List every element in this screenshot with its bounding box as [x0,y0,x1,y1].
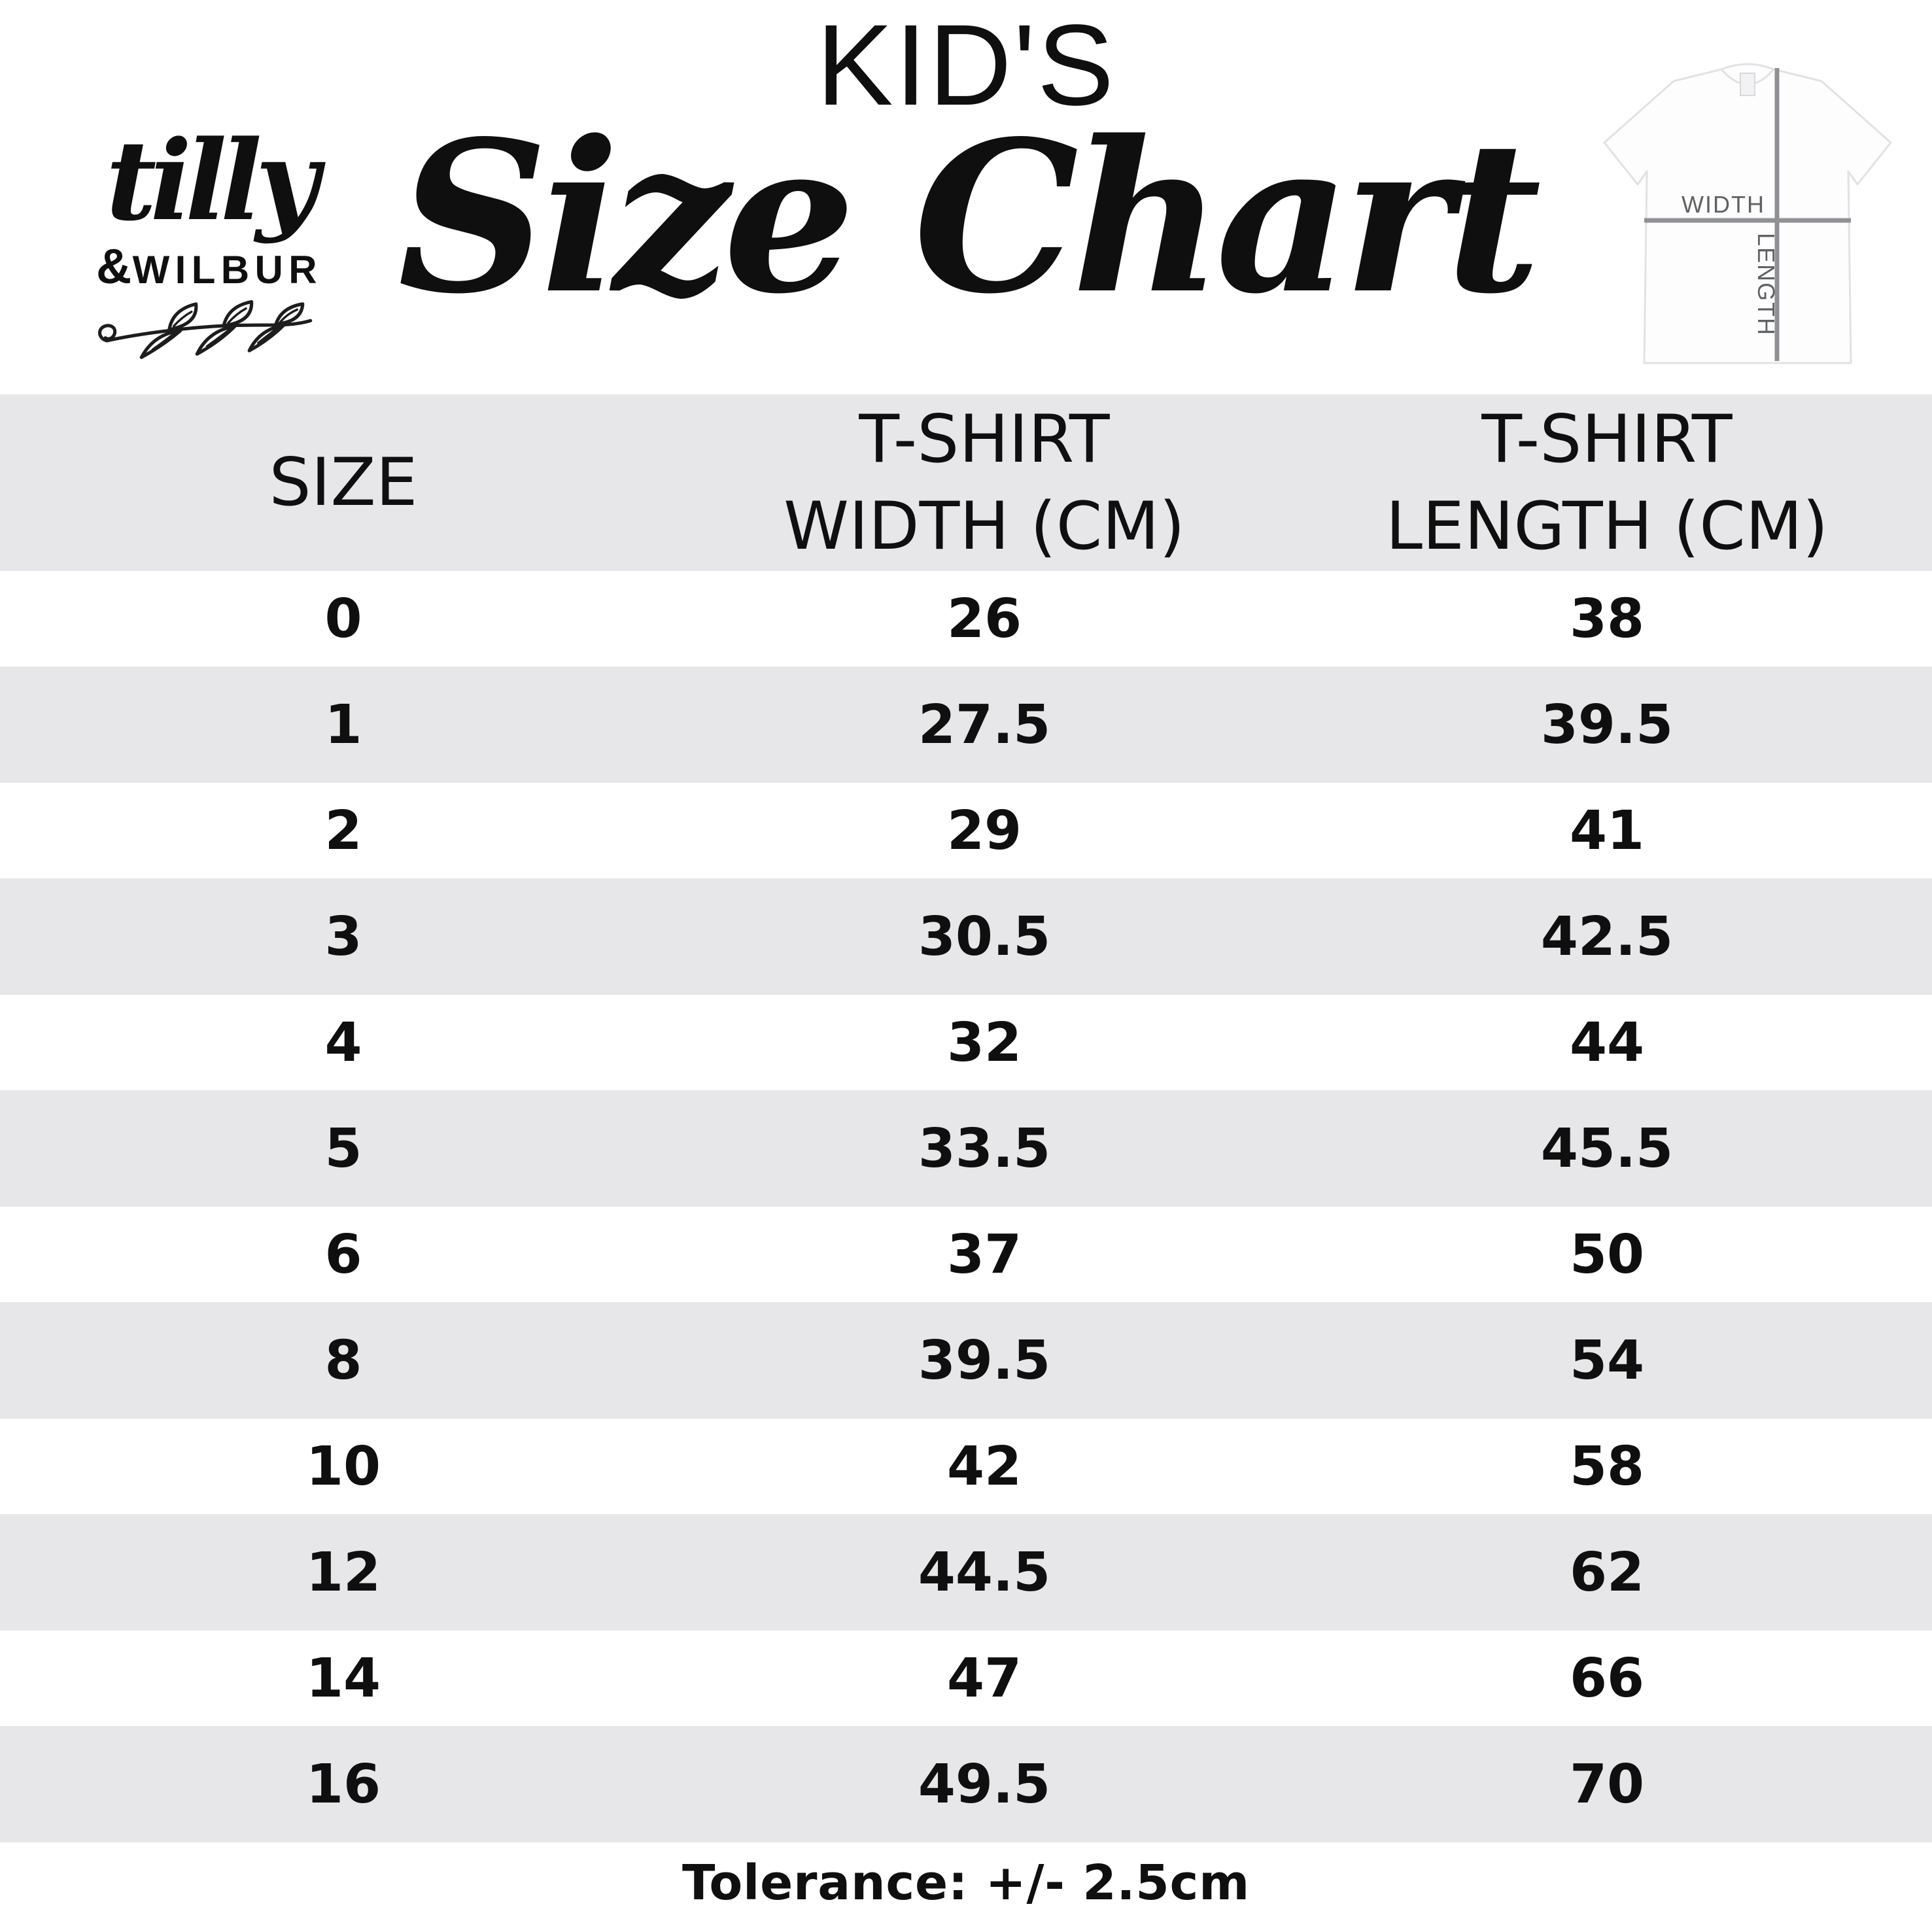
table-header-row: SIZE T-SHIRT WIDTH (CM) T-SHIRT LENGTH (… [0,394,1932,571]
size-cell: 1 [324,693,362,756]
length-cell: 45.5 [1540,1117,1674,1180]
column-header-width: T-SHIRT WIDTH (CM) [784,400,1185,564]
width-cell: 47 [946,1647,1022,1710]
size-cell: 12 [305,1541,381,1604]
table-row: 5 33.5 45.5 [0,1090,1932,1207]
size-cell: 16 [305,1753,381,1816]
width-cell: 29 [946,799,1022,862]
width-cell: 26 [946,587,1022,650]
size-cell: 5 [324,1117,362,1180]
width-cell: 37 [946,1223,1022,1286]
width-cell: 42 [946,1435,1022,1498]
width-cell: 39.5 [918,1329,1051,1392]
length-cell: 62 [1569,1541,1645,1604]
size-cell: 2 [324,799,362,862]
column-header-size: SIZE [269,443,418,521]
size-cell: 14 [305,1647,381,1710]
table-row: 2 29 41 [0,783,1932,878]
tshirt-neck-label [1740,73,1755,96]
table-row: 6 37 50 [0,1207,1932,1302]
length-cell: 41 [1569,799,1645,862]
table-row: 3 30.5 42.5 [0,878,1932,995]
length-cell: 58 [1569,1435,1645,1498]
column-header-length: T-SHIRT LENGTH (CM) [1385,400,1829,564]
tolerance-note: Tolerance: +/- 2.5cm [682,1855,1250,1911]
brand-caps-text: WILBUR [132,248,322,292]
length-cell: 44 [1569,1011,1645,1074]
length-cell: 70 [1569,1753,1645,1816]
size-cell: 8 [324,1329,362,1392]
tshirt-measurement-diagram: WIDTH LENGTH [1603,63,1892,364]
table-row: 8 39.5 54 [0,1302,1932,1419]
brand-logo: tilly &WILBUR [92,126,327,366]
width-cell: 49.5 [918,1753,1051,1816]
table-row: 10 42 58 [0,1419,1932,1514]
page-kicker: KID'S [816,1,1116,129]
size-table: SIZE T-SHIRT WIDTH (CM) T-SHIRT LENGTH (… [0,394,1932,1842]
table-row: 1 27.5 39.5 [0,666,1932,783]
brand-name-script: tilly [105,116,319,245]
length-label: LENGTH [1753,233,1780,336]
width-label: WIDTH [1682,191,1765,218]
brand-name-caps: &WILBUR [92,238,327,294]
length-cell: 38 [1569,587,1645,650]
table-row: 4 32 44 [0,995,1932,1090]
size-cell: 6 [324,1223,362,1286]
width-cell: 33.5 [918,1117,1051,1180]
size-cell: 3 [324,905,362,968]
size-cell: 10 [305,1435,381,1498]
length-cell: 50 [1569,1223,1645,1286]
width-cell: 27.5 [918,693,1051,756]
table-row: 16 49.5 70 [0,1726,1932,1842]
table-body: 0 26 38 1 27.5 39.5 2 29 41 3 30.5 42.5 … [0,571,1932,1842]
table-row: 12 44.5 62 [0,1514,1932,1630]
length-cell: 42.5 [1540,905,1674,968]
ampersand: & [95,239,133,294]
length-cell: 39.5 [1540,693,1674,756]
table-row: 0 26 38 [0,571,1932,666]
width-cell: 32 [946,1011,1022,1074]
length-cell: 54 [1569,1329,1645,1392]
length-cell: 66 [1569,1647,1645,1710]
size-cell: 4 [324,1011,362,1074]
page-title: Size Chart [398,95,1542,339]
size-cell: 0 [324,587,362,650]
table-row: 14 47 66 [0,1630,1932,1726]
laurel-branch-icon [97,300,313,359]
width-cell: 44.5 [918,1541,1051,1604]
width-cell: 30.5 [918,905,1051,968]
